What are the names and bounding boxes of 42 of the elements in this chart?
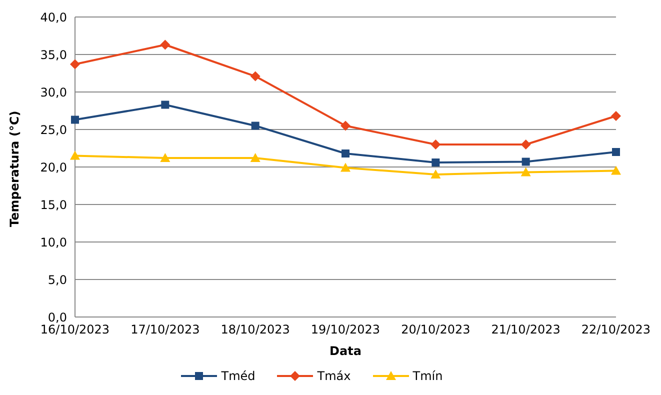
x-tick-label: 16/10/2023 <box>40 322 110 337</box>
point <box>71 116 79 124</box>
y-tick-label: 20,0 <box>40 160 67 174</box>
x-tick-label: 21/10/2023 <box>491 322 560 337</box>
x-tick-label: 17/10/2023 <box>130 322 200 337</box>
point <box>612 148 620 156</box>
point <box>70 150 80 160</box>
point <box>160 40 170 50</box>
point <box>430 170 441 178</box>
point <box>522 158 530 166</box>
x-tick-label: 19/10/2023 <box>310 322 380 337</box>
legend-label: Tmáx <box>316 369 351 383</box>
y-tick-label: 10,0 <box>40 235 67 250</box>
point <box>430 140 441 150</box>
y-tick-label: 30,0 <box>40 85 67 100</box>
point <box>611 166 621 175</box>
x-tick-label: 22/10/2023 <box>581 322 651 337</box>
point <box>520 140 531 150</box>
legend-label: Tmín <box>412 369 443 383</box>
x-axis-title: Data <box>330 344 362 358</box>
y-tick-label: 15,0 <box>40 198 67 212</box>
y-tick-label: 25,0 <box>40 122 67 137</box>
point <box>342 150 350 158</box>
point <box>340 162 350 172</box>
point <box>70 59 80 70</box>
legend-label: Tméd <box>220 369 256 383</box>
x-tick-label: 18/10/2023 <box>220 322 290 337</box>
point <box>520 167 531 176</box>
y-axis-title: Temperatura (°C) <box>7 110 22 227</box>
point <box>432 158 440 166</box>
point <box>160 153 170 162</box>
point <box>250 153 260 162</box>
point <box>161 100 170 109</box>
y-tick-label: 40,0 <box>40 10 67 24</box>
point <box>250 71 260 82</box>
point <box>611 111 621 121</box>
y-tick-label: 35,0 <box>40 48 67 62</box>
point <box>340 120 350 131</box>
y-tick-label: 5,0 <box>48 272 67 287</box>
point <box>251 122 260 130</box>
y-tick-label: 0,0 <box>48 310 67 324</box>
x-tick-label: 20/10/2023 <box>401 322 470 337</box>
